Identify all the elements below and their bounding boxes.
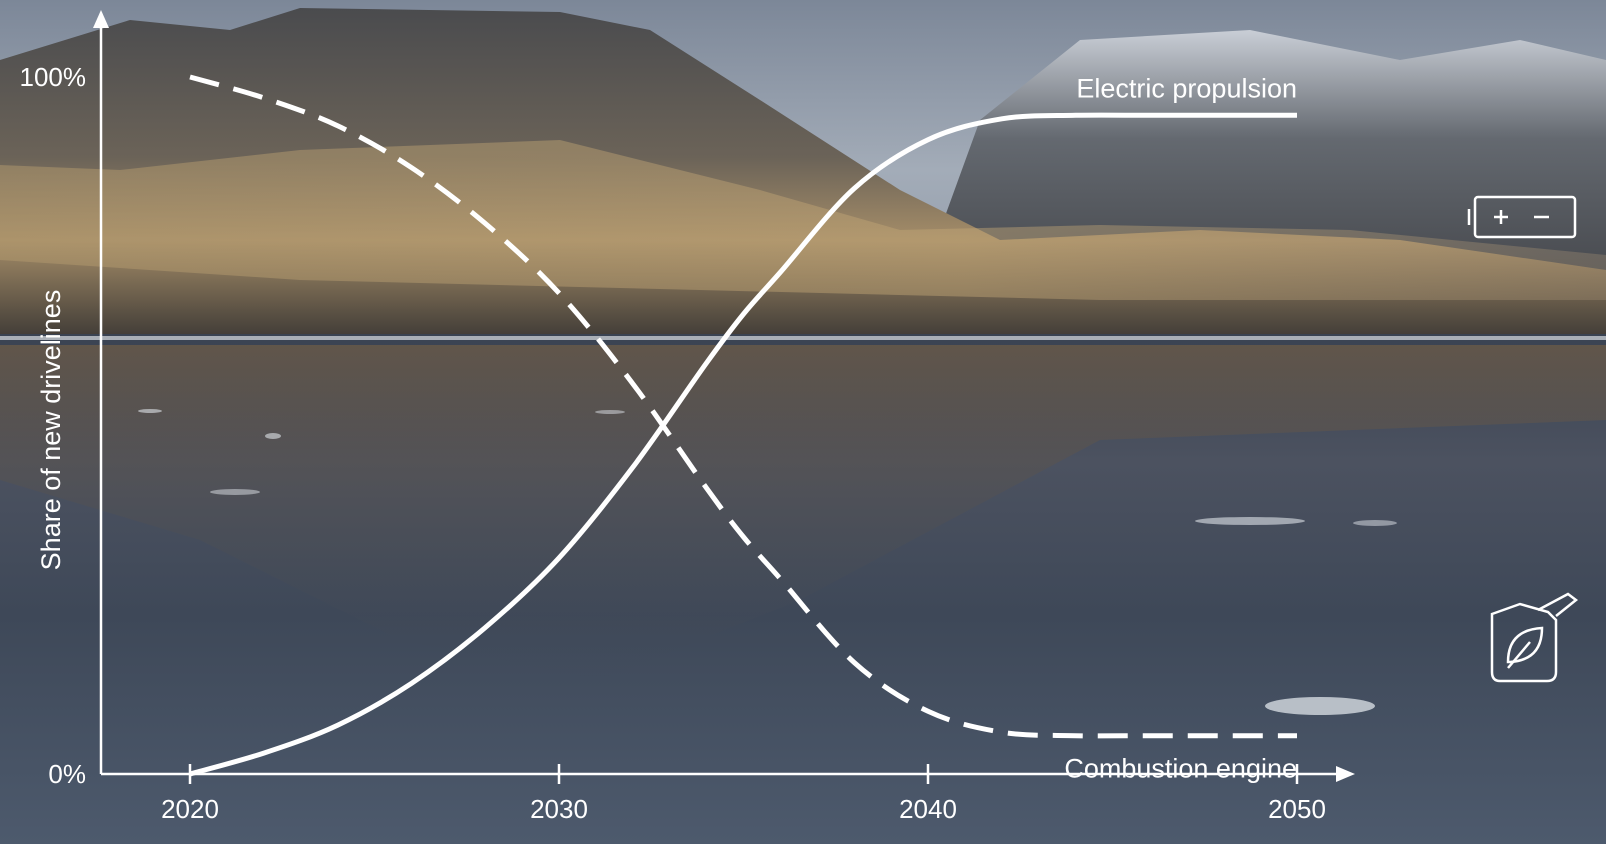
y-tick-label: 100% xyxy=(20,62,87,92)
combustion-engine-line xyxy=(189,74,1297,739)
electric-propulsion-line xyxy=(189,112,1297,777)
electric-propulsion-label: Electric propulsion xyxy=(1076,73,1297,103)
x-tick-label: 2020 xyxy=(161,794,219,824)
fuel-can-leaf-icon xyxy=(1490,592,1579,683)
combustion-engine-label: Combustion engine xyxy=(1064,754,1297,784)
series-group xyxy=(189,74,1297,777)
x-tick-label: 2040 xyxy=(899,794,957,824)
series-labels: Electric propulsion Combustion engine xyxy=(1064,73,1297,783)
battery-icon xyxy=(1467,195,1577,239)
x-tick-label: 2050 xyxy=(1268,794,1326,824)
y-axis-title: Share of new drivelines xyxy=(36,290,66,571)
y-ticks: 0% 100% xyxy=(20,62,87,789)
y-tick-label: 0% xyxy=(48,759,86,789)
x-tick-label: 2030 xyxy=(530,794,588,824)
x-axis-arrow xyxy=(1336,766,1355,782)
x-ticks: 2020 2030 2040 2050 xyxy=(161,764,1326,824)
y-axis-arrow xyxy=(93,10,109,28)
axes xyxy=(93,10,1355,782)
